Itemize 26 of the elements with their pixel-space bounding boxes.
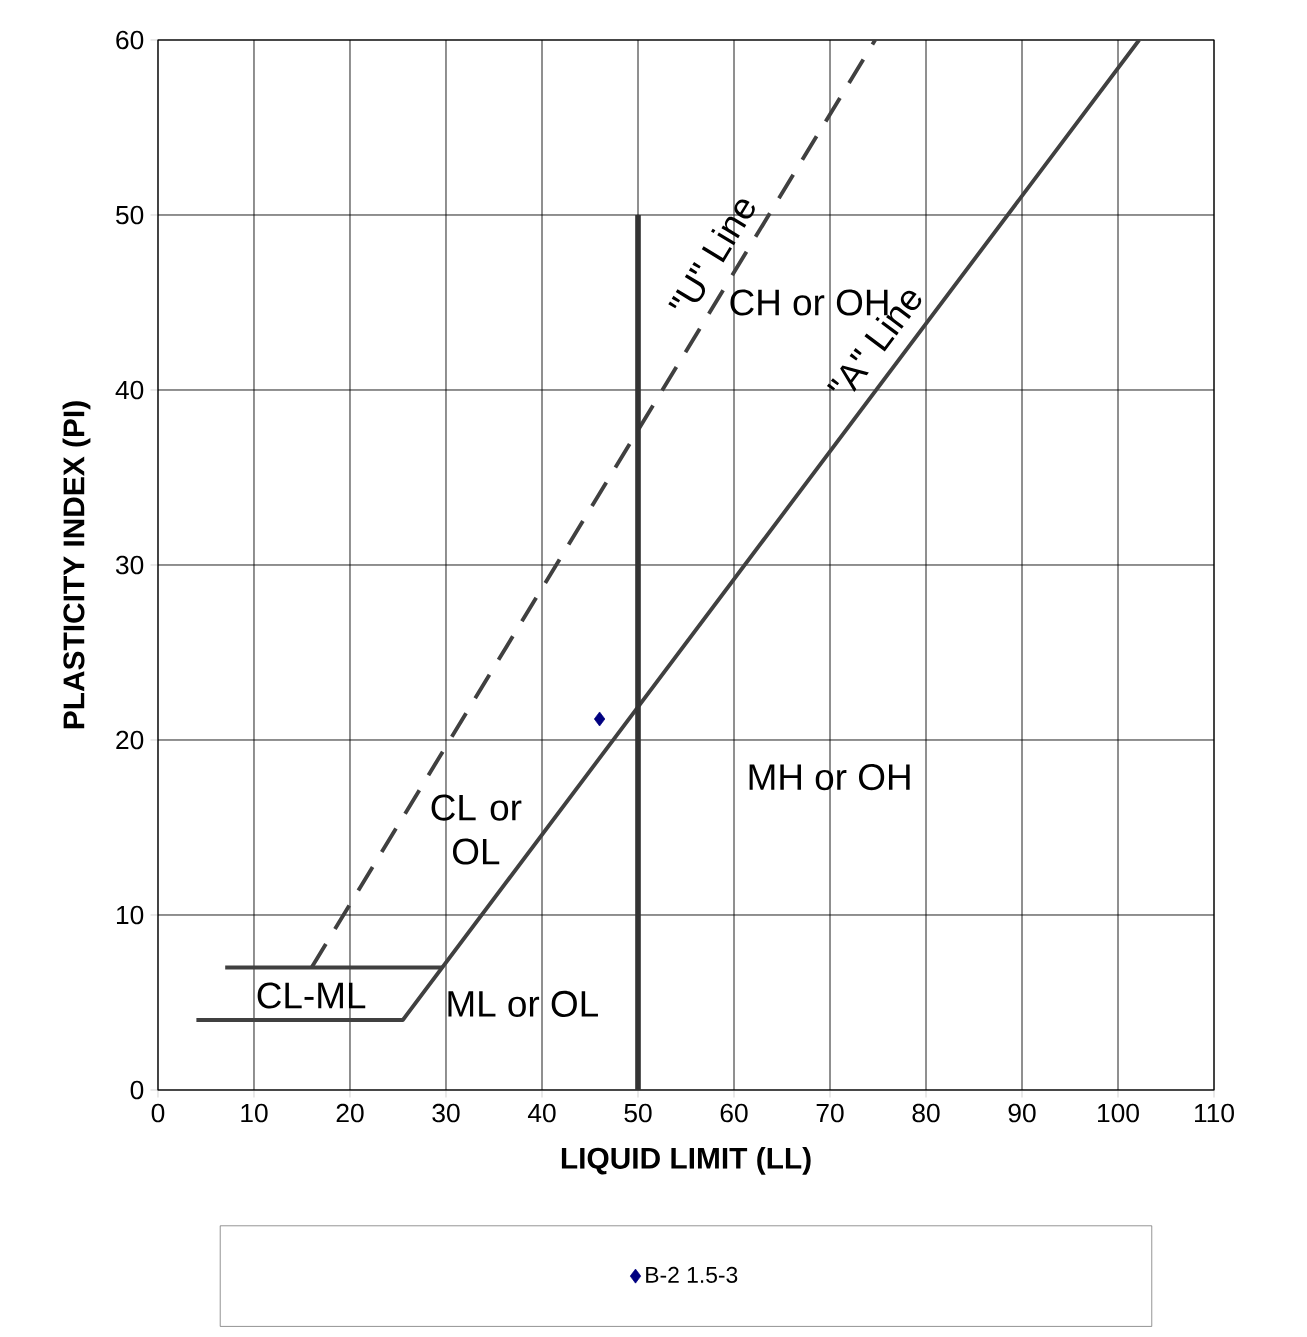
x-tick-label: 80 [912, 1103, 940, 1123]
y-tick-label: 60 [116, 30, 144, 50]
annotation: ML or OL [448, 990, 598, 1017]
x-tick-label: 0 [151, 1103, 165, 1123]
y-tick-label: 40 [115, 380, 144, 400]
annotation: CL or OL [431, 794, 522, 865]
x-tick-label: 40 [527, 1103, 556, 1123]
y-tick-label: 20 [116, 730, 144, 750]
y-tick-label: 50 [116, 205, 144, 225]
annotation: CL-ML [257, 982, 366, 1009]
y-tick-label: 10 [116, 905, 144, 925]
x-axis-title: LIQUID LIMIT (LL) [561, 1146, 811, 1175]
x-tick-label: 70 [816, 1103, 844, 1123]
legend-label: B-2 1.5-3 [646, 1266, 738, 1283]
y-tick-label: 0 [130, 1080, 144, 1100]
y-tick-label: 30 [115, 555, 144, 575]
x-tick-label: 20 [336, 1103, 364, 1123]
annotation: MH or OH [749, 764, 910, 791]
x-tick-label: 60 [720, 1103, 748, 1123]
x-tick-label: 110 [1195, 1103, 1234, 1123]
x-tick-label: 100 [1098, 1103, 1139, 1123]
y-axis-title: PLASTICITY INDEX (PI) [62, 401, 91, 729]
x-tick-label: 90 [1008, 1103, 1036, 1123]
x-tick-label: 10 [241, 1103, 268, 1123]
x-tick-label: 50 [624, 1103, 652, 1123]
x-tick-label: 30 [432, 1103, 460, 1123]
